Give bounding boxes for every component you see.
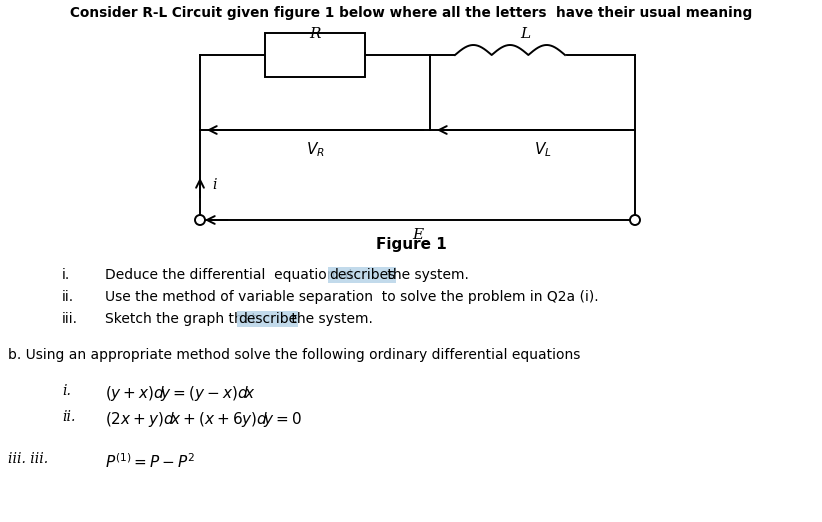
Text: iii. iii.: iii. iii.	[8, 452, 48, 466]
Text: $(2x+y)d\!x + (x+6y)d\!y = 0$: $(2x+y)d\!x + (x+6y)d\!y = 0$	[105, 410, 302, 429]
Text: b. Using an appropriate method solve the following ordinary differential equatio: b. Using an appropriate method solve the…	[8, 348, 580, 362]
Text: Deduce the differential  equation at: Deduce the differential equation at	[105, 268, 358, 282]
Circle shape	[195, 215, 205, 225]
Text: i.: i.	[62, 268, 70, 282]
Text: describes: describes	[329, 268, 395, 282]
Circle shape	[630, 215, 640, 225]
Text: Sketch the graph that describe the system.: Sketch the graph that describe the syste…	[105, 312, 406, 326]
Text: Consider R-L Circuit given figure 1 below where all the letters  have their usua: Consider R-L Circuit given figure 1 belo…	[70, 6, 752, 20]
Text: iii.: iii.	[62, 312, 78, 326]
Text: ii.: ii.	[62, 410, 76, 424]
Text: Figure 1: Figure 1	[376, 237, 446, 252]
Text: describe: describe	[238, 312, 298, 326]
Text: i: i	[212, 178, 216, 192]
Bar	[265, 33, 365, 77]
Text: R: R	[309, 27, 321, 41]
Text: the system.: the system.	[383, 268, 469, 282]
Text: $P^{(1)} = P - P^2$: $P^{(1)} = P - P^2$	[105, 452, 196, 471]
Text: ii.: ii.	[62, 290, 74, 304]
Text: E: E	[412, 228, 423, 242]
Text: $V_R$: $V_R$	[306, 140, 325, 159]
Text: Use the method of variable separation  to solve the problem in Q2a (i).: Use the method of variable separation to…	[105, 290, 598, 304]
Text: the system.: the system.	[287, 312, 372, 326]
Text: $V_L$: $V_L$	[533, 140, 552, 159]
Text: Deduce the differential  equation at describes the system.: Deduce the differential equation at desc…	[105, 268, 510, 282]
Text: L: L	[520, 27, 530, 41]
Text: $(y+x)d\!y = (y-x)d\!x$: $(y+x)d\!y = (y-x)d\!x$	[105, 384, 256, 403]
Text: i.: i.	[62, 384, 71, 398]
Text: Sketch the graph that: Sketch the graph that	[105, 312, 261, 326]
